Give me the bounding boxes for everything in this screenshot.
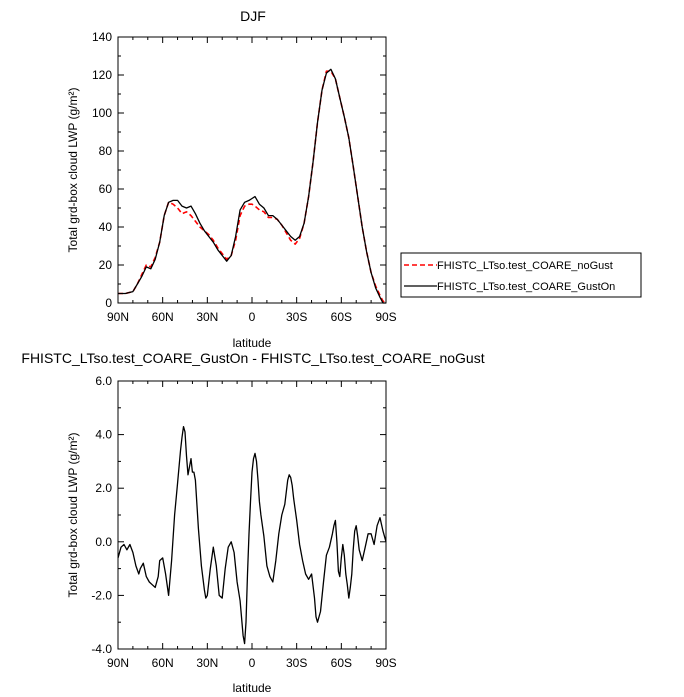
top-x-tick-label: 30S [286, 310, 307, 324]
bottom-title: FHISTC_LTso.test_COARE_GustOn - FHISTC_L… [21, 350, 484, 366]
bottom-y-tick-label: -2.0 [91, 588, 112, 602]
top-y-tick-label: 140 [92, 30, 112, 44]
top-y-axis: 0 20 40 60 80 100 120 140 [92, 30, 386, 310]
bottom-x-tick-label: 90S [375, 656, 396, 670]
legend-box [400, 252, 642, 298]
top-y-tick-label: 80 [99, 144, 113, 158]
top-series-line-0 [118, 70, 387, 304]
top-x-tick-label: 60S [331, 310, 352, 324]
top-x-tick-label: 60N [152, 310, 174, 324]
bottom-x-tick-label: 0 [249, 656, 256, 670]
top-y-tick-label: 40 [99, 220, 113, 234]
top-plot-area [118, 68, 387, 304]
bottom-x-tick-label: 30N [196, 656, 218, 670]
top-plot-frame [117, 36, 387, 304]
top-x-axis: 90N 60N 30N 0 30S 60S 90S [107, 37, 397, 324]
bottom-y-axis: -4.0 -2.0 0.0 2.0 4.0 6.0 [91, 374, 386, 656]
bottom-x-tick-label: 60N [152, 656, 174, 670]
legend: FHISTC_LTso.test_COARE_noGust FHISTC_LTs… [400, 252, 642, 298]
bottom-y-tick-label: 2.0 [95, 481, 112, 495]
top-y-tick-label: 20 [99, 258, 113, 272]
bottom-x-tick-label: 30S [286, 656, 307, 670]
bottom-x-tick-label: 90N [107, 656, 129, 670]
bottom-y-tick-label: 0.0 [95, 535, 112, 549]
bottom-x-tick-label: 60S [331, 656, 352, 670]
top-title: DJF [240, 8, 266, 24]
top-series-line-1 [118, 68, 386, 304]
bottom-x-axis: 90N 60N 30N 0 30S 60S 90S [107, 381, 397, 670]
bottom-y-tick-label: 6.0 [95, 374, 112, 388]
top-x-axis-label: latitude [233, 336, 272, 350]
top-y-tick-label: 120 [92, 68, 112, 82]
top-y-tick-label: 100 [92, 106, 112, 120]
top-x-tick-label: 90S [375, 310, 396, 324]
bottom-y-tick-label: -4.0 [91, 642, 112, 656]
legend-label-nogust: FHISTC_LTso.test_COARE_noGust [437, 260, 613, 272]
top-x-tick-label: 0 [249, 310, 256, 324]
top-x-tick-label: 30N [196, 310, 218, 324]
bottom-y-tick-label: 4.0 [95, 428, 112, 442]
bottom-panel: FHISTC_LTso.test_COARE_GustOn - FHISTC_L… [21, 350, 484, 695]
top-y-tick-label: 0 [105, 296, 112, 310]
legend-label-guston: FHISTC_LTso.test_COARE_GustOn [437, 281, 615, 293]
bottom-x-axis-label: latitude [233, 681, 272, 695]
top-x-tick-label: 90N [107, 310, 129, 324]
top-y-tick-label: 60 [99, 182, 113, 196]
bottom-plot-area [117, 425, 387, 645]
top-y-axis-label: Total grd-box cloud LWP (g/m²) [66, 88, 80, 253]
bottom-y-axis-label: Total grd-box cloud LWP (g/m²) [66, 433, 80, 598]
bottom-series-line-0 [117, 425, 387, 645]
bottom-plot-frame [117, 380, 387, 650]
